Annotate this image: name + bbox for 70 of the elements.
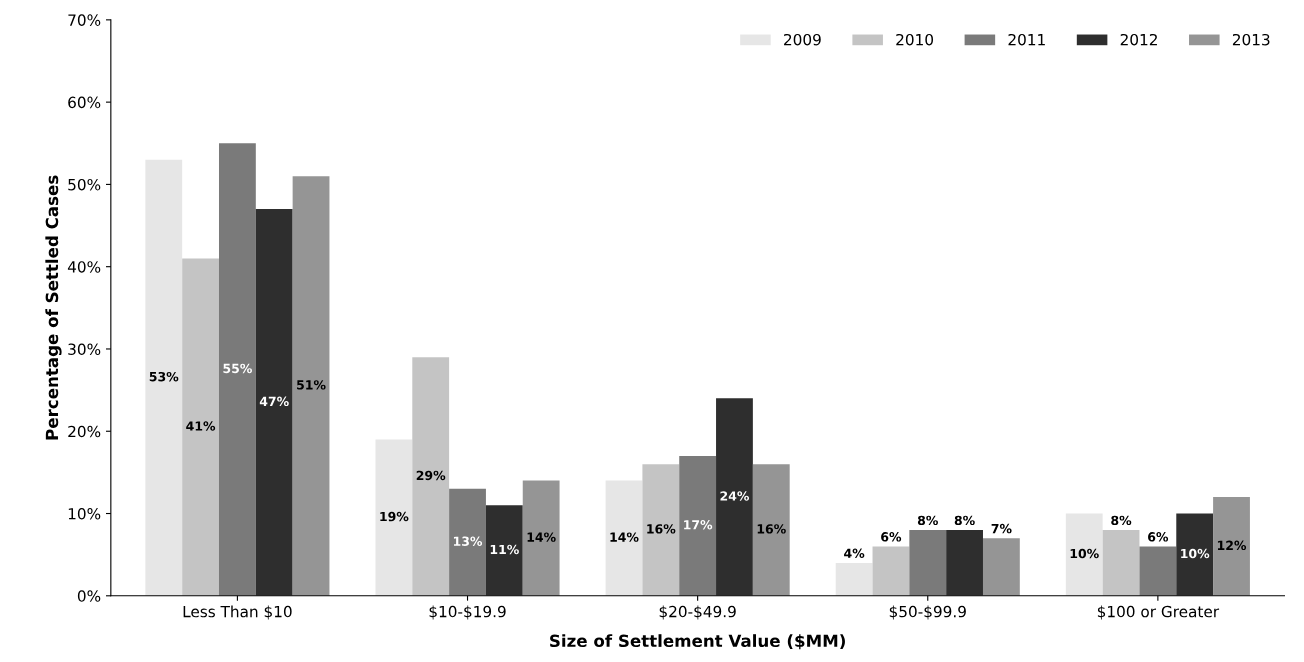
bar [1065,513,1103,596]
data-label: 53% [149,371,179,382]
y-tick-label: 40% [67,261,101,273]
bar [605,480,643,596]
bar [255,209,293,596]
bar [1176,513,1214,596]
bar [522,480,560,596]
data-label: 8% [954,515,975,526]
y-tick-label: 30% [68,343,101,355]
data-label: 55% [223,363,252,374]
y-axis-title: Percentage of Settled Cases [45,175,62,440]
bar [835,562,873,596]
bar [716,398,753,596]
legend-label: 2012 [1120,33,1157,46]
data-label: 4% [844,548,865,558]
data-label: 8% [917,515,938,526]
x-tick-label: $100 or Greater [1097,605,1220,620]
bar [485,505,523,596]
data-label: 17% [684,520,713,530]
bar [219,143,256,596]
y-tick-label: 0% [77,590,101,602]
data-label: 14% [527,532,556,542]
legend-label: 2011 [1008,33,1045,46]
data-label: 7% [991,523,1012,534]
bar [752,464,790,596]
data-label: 16% [757,524,786,534]
bar [909,529,947,596]
data-label: 10% [1070,548,1099,559]
bar [679,455,717,596]
data-label: 19% [380,511,409,522]
data-label: 11% [490,544,519,555]
bar [642,464,680,596]
data-label: 10% [1181,548,1210,559]
data-label: 14% [610,532,639,542]
bar [375,439,413,596]
bar [449,488,486,596]
bar [412,357,450,596]
bar [1213,497,1250,596]
x-tick-label: $20-$49.9 [659,605,736,620]
data-label: 16% [647,524,676,534]
x-tick-label: $10-$19.9 [429,605,506,620]
data-label: 13% [453,536,483,546]
data-label: 41% [186,421,216,431]
x-axis-title: Size of Settlement Value ($MM) [550,634,845,650]
x-tick-label: $50-$99.9 [889,605,966,620]
data-label: 24% [720,491,750,501]
data-label: 29% [416,470,446,481]
y-tick-label: 60% [68,96,101,109]
data-label: 6% [881,532,902,542]
bar [292,176,330,596]
bar [982,538,1020,596]
y-tick-label: 10% [68,507,101,520]
bar [1139,546,1177,596]
y-tick-label: 70% [68,14,101,26]
legend-label: 2010 [896,33,934,46]
legend-label: 2013 [1232,33,1270,46]
bar [182,258,219,596]
data-label: 6% [1148,532,1169,542]
data-label: 12% [1217,540,1247,551]
data-label: 51% [297,380,326,390]
bar [946,529,983,596]
data-label: 47% [259,396,289,407]
x-tick-label: Less Than $10 [183,605,292,620]
bar [145,159,183,596]
bar [872,546,910,596]
y-tick-label: 50% [68,178,101,191]
data-label: 8% [1111,515,1132,526]
y-tick-label: 20% [68,425,101,438]
legend-label: 2009 [784,33,821,46]
bar [1102,529,1140,596]
